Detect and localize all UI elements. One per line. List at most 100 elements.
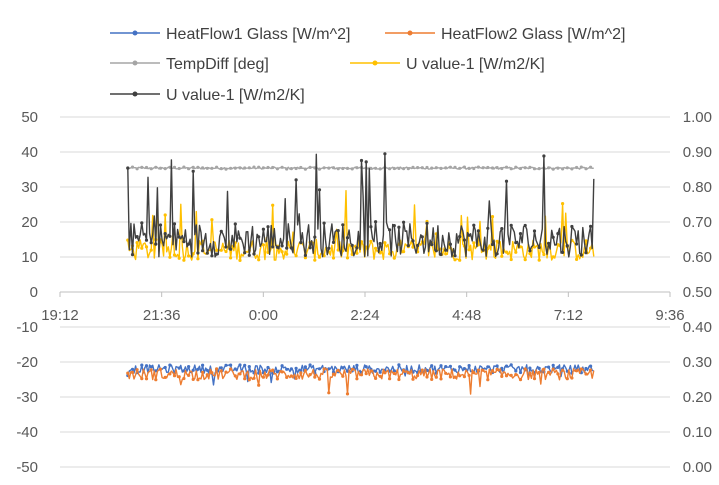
- series-point: [467, 373, 471, 377]
- series-point: [224, 370, 228, 374]
- left-tick-label: -40: [16, 424, 38, 441]
- series-point: [472, 166, 476, 171]
- series-point: [196, 378, 200, 382]
- series-point: [579, 253, 583, 257]
- right-tick-label: 0.40: [683, 319, 712, 336]
- series-point: [495, 367, 499, 371]
- series-point: [331, 372, 336, 376]
- series-point: [177, 166, 181, 171]
- series-point: [458, 258, 462, 262]
- series-point: [547, 365, 551, 369]
- series-point: [261, 166, 265, 170]
- series-point: [556, 365, 560, 369]
- series-point: [303, 365, 307, 369]
- series-point: [504, 374, 509, 378]
- series-point: [551, 167, 555, 171]
- series-point: [528, 165, 532, 169]
- left-tick-label: -50: [16, 459, 38, 476]
- series-point: [229, 247, 233, 251]
- x-axis-ticks: 19:12 21:36 0:00 2:24 4:48 7:12 9:36: [41, 292, 685, 324]
- series-point: [149, 241, 153, 245]
- series-point: [359, 158, 364, 163]
- x-tick-label: 4:48: [452, 307, 481, 324]
- series-point: [285, 246, 289, 250]
- series-point: [490, 242, 495, 247]
- series-point: [444, 166, 448, 170]
- series-point: [514, 165, 518, 169]
- series-point: [397, 166, 401, 170]
- series-point: [444, 248, 448, 252]
- series-point: [518, 166, 523, 171]
- legend-item-heatflow2: HeatFlow2 Glass [W/m^2]: [385, 26, 625, 43]
- series-point: [345, 256, 350, 260]
- series-point: [201, 370, 205, 374]
- series-point: [341, 223, 345, 227]
- series-point: [158, 223, 163, 227]
- series-point: [144, 245, 149, 249]
- series-point: [369, 369, 373, 373]
- series-point: [294, 376, 298, 380]
- series-point: [257, 383, 261, 387]
- series-point: [163, 213, 167, 217]
- series-point: [551, 367, 555, 371]
- series-point: [504, 179, 509, 183]
- series-point: [345, 166, 350, 170]
- series-layer: [126, 152, 595, 396]
- series-point: [144, 238, 149, 242]
- series-point: [504, 165, 509, 169]
- series-point: [476, 368, 480, 372]
- series-point: [271, 368, 275, 372]
- series-point: [467, 166, 471, 170]
- series-point: [458, 166, 462, 170]
- series-point: [392, 166, 396, 171]
- series-point: [430, 377, 434, 381]
- series-point: [392, 256, 396, 260]
- series-point: [205, 166, 209, 170]
- series-point: [196, 251, 200, 255]
- series-point: [509, 373, 513, 377]
- series-point: [247, 365, 251, 369]
- series-point: [219, 167, 223, 171]
- series-point: [575, 257, 579, 261]
- series-point: [345, 236, 350, 240]
- series-point: [406, 244, 410, 248]
- series-point: [547, 370, 551, 374]
- series-point: [229, 166, 233, 170]
- series-point: [243, 363, 247, 367]
- series-point: [280, 364, 284, 368]
- series-point: [261, 227, 265, 231]
- series-point: [369, 166, 373, 170]
- right-axis-ticks: 1.00 0.90 0.80 0.70 0.60 0.50 0.40 0.30 0.20 0.10…: [683, 109, 712, 476]
- series-point: [462, 367, 466, 371]
- series-point: [196, 257, 200, 261]
- series-point: [523, 367, 527, 371]
- series-point: [430, 243, 434, 247]
- series-point: [374, 376, 378, 380]
- series-point: [411, 165, 415, 169]
- series-point: [364, 372, 368, 376]
- right-tick-label: 0.50: [683, 284, 712, 301]
- series-point: [518, 232, 523, 236]
- series-point: [289, 374, 293, 378]
- series-point: [285, 375, 289, 379]
- series-point: [453, 375, 457, 379]
- series-point: [500, 254, 504, 258]
- series-point: [252, 252, 256, 256]
- series-point: [182, 376, 186, 381]
- left-tick-label: 30: [21, 179, 38, 196]
- series-point: [462, 375, 466, 379]
- series-point: [177, 375, 181, 379]
- series-point: [495, 364, 499, 368]
- series-point: [177, 235, 181, 239]
- series-point: [448, 364, 452, 368]
- series-point: [275, 167, 279, 171]
- legend-marker-uvalue-yellow: [372, 60, 378, 66]
- series-point: [458, 365, 462, 369]
- series-point: [210, 218, 214, 222]
- series-point: [589, 224, 593, 228]
- legend-item-uvalue-dark: U value-1 [W/m2/K]: [110, 87, 305, 104]
- series-point: [172, 222, 177, 226]
- series-point: [467, 233, 471, 237]
- series-point: [453, 254, 457, 258]
- legend-label-uvalue-yellow: U value-1 [W/m2/K]: [406, 56, 545, 73]
